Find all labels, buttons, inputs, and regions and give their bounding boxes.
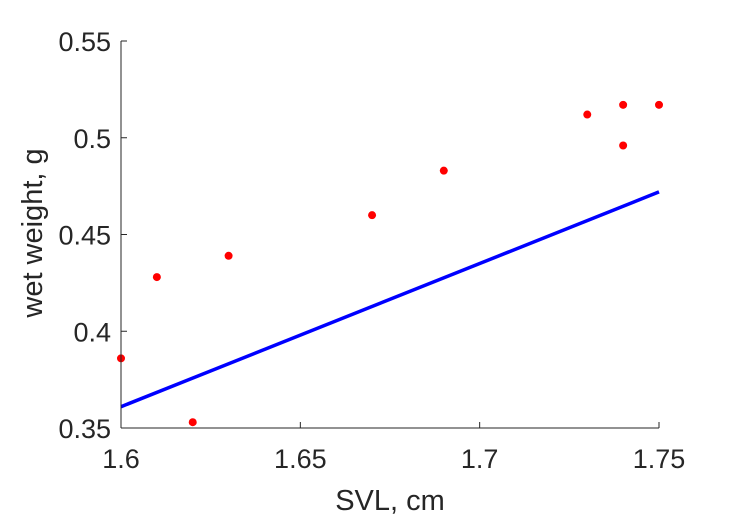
y-tick-label-4: 0.5 bbox=[73, 124, 111, 154]
y-tick-label-3: 0.45 bbox=[58, 221, 111, 251]
x-tick-label-3: 1.7 bbox=[461, 444, 499, 474]
data-point-10 bbox=[655, 100, 663, 109]
data-point-7 bbox=[583, 110, 592, 119]
data-point-8 bbox=[619, 100, 628, 109]
data-point-2 bbox=[152, 273, 161, 282]
y-tick-label-1: 0.35 bbox=[58, 414, 111, 444]
x-tick-label-1: 1.6 bbox=[102, 444, 140, 474]
data-point-4 bbox=[224, 251, 233, 260]
y-tick-label-5: 0.55 bbox=[58, 27, 111, 57]
axes: 1.6 1.65 1.7 1.75 0.35 0.4 0.45 0.5 0.55 bbox=[58, 27, 685, 474]
data-point-5 bbox=[368, 211, 377, 220]
data-point-9 bbox=[619, 141, 628, 150]
data-point-6 bbox=[439, 166, 448, 175]
y-tick-label-2: 0.4 bbox=[73, 317, 111, 347]
chart-marks bbox=[117, 100, 663, 427]
x-tick-label-2: 1.65 bbox=[274, 444, 327, 474]
x-axis-label: SVL, cm bbox=[335, 485, 445, 517]
y-axis-label: wet weight, g bbox=[17, 148, 49, 318]
fit-line bbox=[120, 190, 660, 409]
x-tick-label-4: 1.75 bbox=[633, 444, 686, 474]
data-point-3 bbox=[188, 418, 197, 427]
